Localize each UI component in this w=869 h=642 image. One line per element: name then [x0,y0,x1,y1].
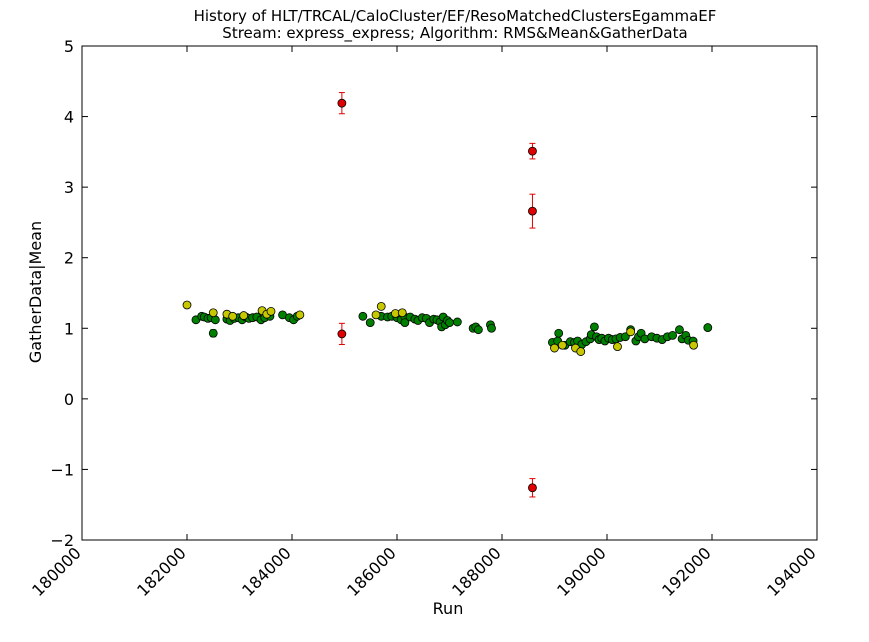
plot-frame [81,45,818,541]
chart-title: History of HLT/TRCAL/CaloCluster/EF/Reso… [194,7,717,25]
data-point-yellow [208,308,218,318]
y-tick-label: 0 [64,390,74,409]
y-axis: −2 −1 0 1 2 3 4 5 [50,37,817,550]
data-point-yellow [371,310,381,320]
data-point-green [675,325,684,335]
data-point-yellow [266,306,276,316]
data-point-yellow [228,311,238,321]
x-tick-label: 180000 [28,543,85,600]
chart-subtitle: Stream: express_express; Algorithm: RMS&… [222,24,687,43]
data-point-yellow [576,347,586,356]
data-point-yellow [397,308,407,318]
y-tick-label: −1 [50,460,74,479]
data-point-red [337,329,347,339]
data-point-yellow [182,300,192,310]
data-point-green [445,318,454,328]
data-point-yellow [557,340,567,350]
data-point-green [554,328,564,338]
data-point-yellow [376,302,386,311]
data-point-yellow [239,311,249,320]
data-point-green [358,311,368,321]
y-axis-label: GatherData|Mean [26,221,45,363]
data-point-green [668,330,678,340]
x-tick-label: 184000 [238,543,295,600]
data-point-green [590,322,599,332]
data-point-red [528,206,537,216]
y-tick-label: 2 [64,249,74,268]
data-point-yellow [626,327,636,337]
x-axis: 180000 182000 184000 186000 188000 190000 1920… [28,46,820,600]
y-tick-label: 3 [64,178,74,197]
data-point-yellow [689,340,699,350]
x-tick-label: 192000 [658,543,715,600]
x-tick-label: 188000 [448,543,505,600]
data-point-yellow [550,343,559,353]
y-tick-label: 5 [64,37,74,56]
data-point-yellow [613,342,622,352]
data-point-red [528,146,537,156]
y-tick-label: −2 [50,531,74,550]
data-point-green [487,323,496,333]
data-point-green [400,318,410,328]
data-point-red [337,98,347,108]
x-axis-label: Run [433,599,464,618]
x-tick-label: 186000 [343,543,400,600]
data-point-green [208,328,218,338]
data-point-green [473,325,483,335]
data-point-yellow [295,310,305,320]
data-marks [182,92,713,498]
y-tick-label: 4 [64,108,74,127]
data-point-green [365,318,375,328]
data-point-green [703,323,713,332]
x-tick-label: 190000 [553,543,610,600]
x-tick-label: 194000 [763,543,820,600]
data-point-red [528,483,537,493]
x-tick-label: 182000 [133,543,190,600]
y-tick-label: 1 [64,319,74,338]
data-point-green [452,317,462,327]
